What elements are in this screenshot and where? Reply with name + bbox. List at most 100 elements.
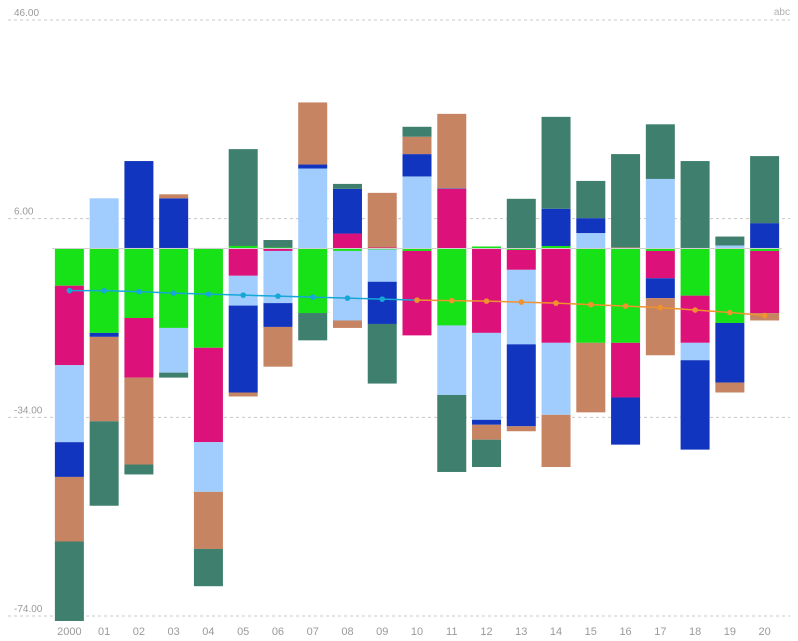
- bar-segment: [298, 102, 328, 165]
- x-tick-label: 08: [341, 626, 353, 638]
- trend-point: [66, 287, 73, 294]
- bar-segment: [576, 248, 606, 343]
- bar-segment: [680, 248, 710, 296]
- bar-segment: [472, 439, 502, 467]
- x-tick-label: 14: [550, 626, 562, 638]
- bar-segment: [680, 342, 710, 361]
- bar-segment: [54, 248, 84, 286]
- bar-segment: [228, 248, 258, 276]
- bar-segment: [332, 320, 362, 328]
- bar-segment: [124, 377, 154, 465]
- bar-segment: [367, 281, 397, 324]
- bar-segment: [472, 424, 502, 440]
- bar-segment: [367, 249, 397, 282]
- bar-segment: [228, 275, 258, 306]
- bar-segment: [576, 342, 606, 413]
- x-tick-label: 17: [654, 626, 666, 638]
- bar-segment: [89, 336, 119, 422]
- bar-segment: [159, 248, 189, 328]
- bar-segment: [506, 248, 536, 250]
- bar-segment: [611, 397, 641, 445]
- bar-segment: [332, 248, 362, 251]
- x-tick-label: 16: [619, 626, 631, 638]
- bar-segment: [680, 360, 710, 450]
- bar-segment: [193, 347, 223, 443]
- bar-segment: [159, 327, 189, 373]
- bar-segment: [332, 188, 362, 234]
- x-tick-label: 11: [446, 626, 457, 638]
- x-tick-label: 13: [515, 626, 527, 638]
- bar-segment: [715, 236, 745, 246]
- y-axis-ticks: 46.00 6.00 -34.00 -74.00: [14, 8, 43, 615]
- y-tick-label: 46.00: [14, 8, 39, 19]
- bar-segment: [645, 278, 675, 299]
- bar-segment: [576, 218, 606, 234]
- bar-segment: [228, 392, 258, 397]
- bar-segment: [89, 421, 119, 506]
- bar-segment: [750, 156, 780, 224]
- bar-segment: [298, 168, 328, 248]
- bar-segments: [54, 102, 780, 621]
- trend-point: [448, 297, 455, 304]
- bar-segment: [645, 250, 675, 279]
- x-tick-label: 2000: [57, 626, 81, 638]
- bar-segment: [715, 245, 745, 248]
- trend-point: [240, 292, 246, 298]
- bar-segment: [506, 269, 536, 345]
- x-tick-label: 09: [376, 626, 388, 638]
- bar-segment: [89, 332, 119, 337]
- bar-segment: [750, 250, 780, 314]
- bar-segment: [576, 233, 606, 248]
- bar-segment: [541, 245, 571, 249]
- bar-segment: [263, 240, 293, 248]
- trend-point: [622, 303, 629, 309]
- trend-point: [761, 312, 768, 319]
- bar-segment: [193, 442, 223, 492]
- trend-point: [588, 301, 594, 308]
- bar-segment: [54, 285, 84, 366]
- bar-segment: [263, 248, 293, 251]
- bar-segment: [159, 194, 189, 199]
- x-tick-label: 10: [411, 626, 423, 638]
- x-tick-label: 19: [724, 626, 736, 638]
- bar-segment: [124, 318, 154, 378]
- bar-segment: [332, 183, 362, 189]
- bar-segment: [332, 233, 362, 249]
- bar-segment: [437, 394, 467, 472]
- bar-segment: [750, 223, 780, 248]
- bar-segment: [124, 161, 154, 248]
- bar-segment: [611, 154, 641, 248]
- bar-segment: [645, 178, 675, 249]
- bar-segment: [367, 323, 397, 384]
- bar-segment: [437, 248, 467, 326]
- x-axis-ticks: 2000 01 02 03 04 05 06 07 08 09 10 11 12 13 14 15 16 17 18…: [57, 626, 771, 638]
- bar-segment: [541, 414, 571, 467]
- trend-point: [379, 296, 386, 302]
- trend-point: [553, 300, 559, 306]
- y-tick-label: 6.00: [14, 207, 34, 218]
- x-tick-label: 04: [202, 626, 214, 638]
- trend-point: [205, 291, 212, 297]
- bar-segment: [54, 541, 84, 621]
- bar-segment: [472, 332, 502, 420]
- bar-segment: [228, 245, 258, 249]
- bar-segment: [680, 295, 710, 343]
- x-tick-label: 06: [272, 626, 284, 638]
- bar-segment: [506, 249, 536, 270]
- bar-segment: [645, 248, 675, 251]
- bar-segment: [402, 176, 432, 249]
- x-tick-label: 02: [133, 626, 145, 638]
- bar-segment: [541, 116, 571, 209]
- bar-segment: [124, 248, 154, 318]
- bar-segment: [263, 326, 293, 367]
- bar-segment: [193, 548, 223, 587]
- bar-segment: [263, 303, 293, 327]
- trend-point: [344, 295, 351, 301]
- trend-lines: [66, 287, 768, 319]
- bar-segment: [576, 180, 606, 219]
- bar-segment: [298, 313, 328, 341]
- trend-point: [275, 293, 281, 299]
- trend-point: [136, 288, 142, 295]
- x-tick-label: 20: [758, 626, 770, 638]
